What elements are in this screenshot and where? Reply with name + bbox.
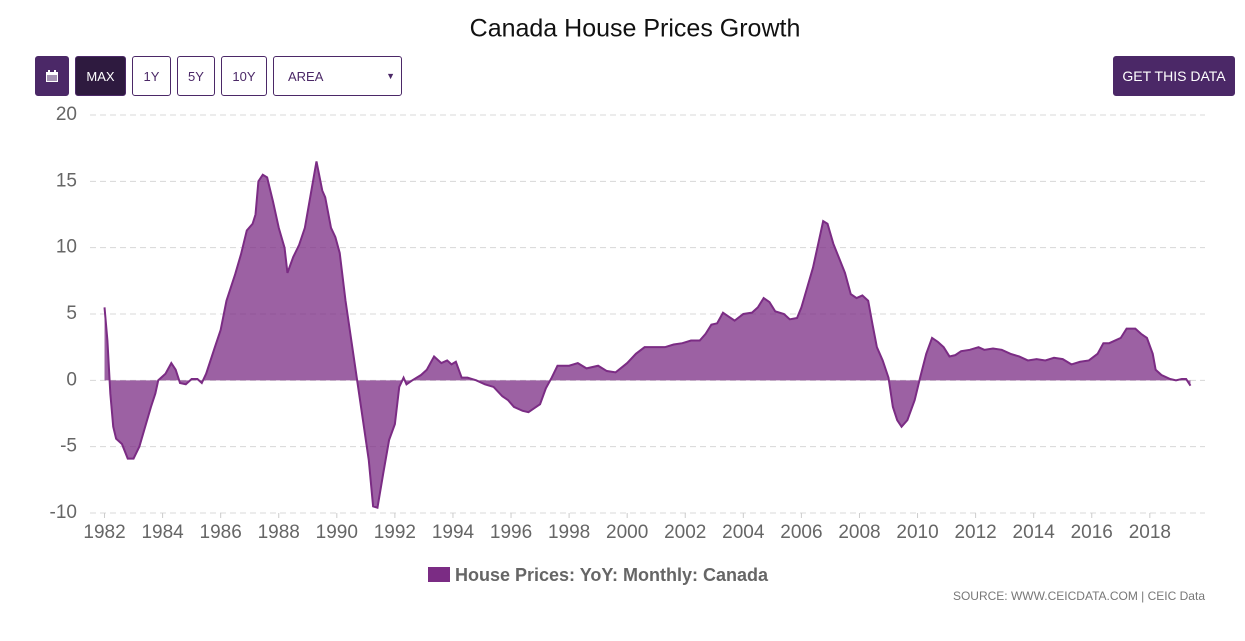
y-tick-label: -10 xyxy=(50,502,77,523)
x-tick-label: 1982 xyxy=(83,522,125,543)
x-tick-label: 2002 xyxy=(664,522,706,543)
x-tick-label: 2006 xyxy=(780,522,822,543)
x-tick-label: 2012 xyxy=(954,522,996,543)
range-button[interactable]: MAX xyxy=(75,56,126,96)
range-button[interactable]: 5Y xyxy=(177,56,215,96)
x-tick-label: 2016 xyxy=(1071,522,1113,543)
chart-type-select[interactable]: AREA ▼ xyxy=(273,56,402,96)
get-data-button[interactable]: GET THIS DATA xyxy=(1113,56,1235,96)
x-tick-label: 1992 xyxy=(374,522,416,543)
x-tick-label: 1998 xyxy=(548,522,590,543)
x-tick-label: 2004 xyxy=(722,522,765,543)
x-tick-label: 2018 xyxy=(1129,522,1171,543)
y-tick-label: 15 xyxy=(56,170,77,191)
y-tick-label: 10 xyxy=(56,237,77,258)
x-tick-label: 2014 xyxy=(1013,522,1056,543)
x-tick-label: 1984 xyxy=(141,522,184,543)
select-text: AREA xyxy=(288,68,324,84)
x-tick-label: 1990 xyxy=(316,522,358,543)
x-tick-label: 1986 xyxy=(200,522,242,543)
x-tick-label: 1996 xyxy=(490,522,532,543)
chart-title: Canada House Prices Growth xyxy=(470,15,801,43)
y-tick-label: 5 xyxy=(66,303,77,324)
legend-label: House Prices: YoY: Monthly: Canada xyxy=(455,565,769,585)
range-button[interactable]: 10Y xyxy=(221,56,267,96)
calendar-button[interactable] xyxy=(35,56,69,96)
source: SOURCE: WWW.CEICDATA.COM | CEIC Data xyxy=(953,589,1205,603)
x-tick-label: 1988 xyxy=(258,522,300,543)
y-tick-label: 20 xyxy=(56,104,77,125)
x-tick-label: 2008 xyxy=(838,522,880,543)
x-tick-label: 2010 xyxy=(896,522,938,543)
area-fill xyxy=(104,161,1191,508)
range-button[interactable]: 1Y xyxy=(132,56,171,96)
x-tick-label: 2000 xyxy=(606,522,648,543)
x-tick-label: 1994 xyxy=(432,522,475,543)
y-tick-label: -5 xyxy=(60,436,77,457)
y-tick-label: 0 xyxy=(66,369,77,390)
select-arrow: ▼ xyxy=(386,71,395,81)
area-line xyxy=(103,161,1192,509)
calendar-icon xyxy=(46,70,58,82)
legend-swatch xyxy=(428,567,450,582)
